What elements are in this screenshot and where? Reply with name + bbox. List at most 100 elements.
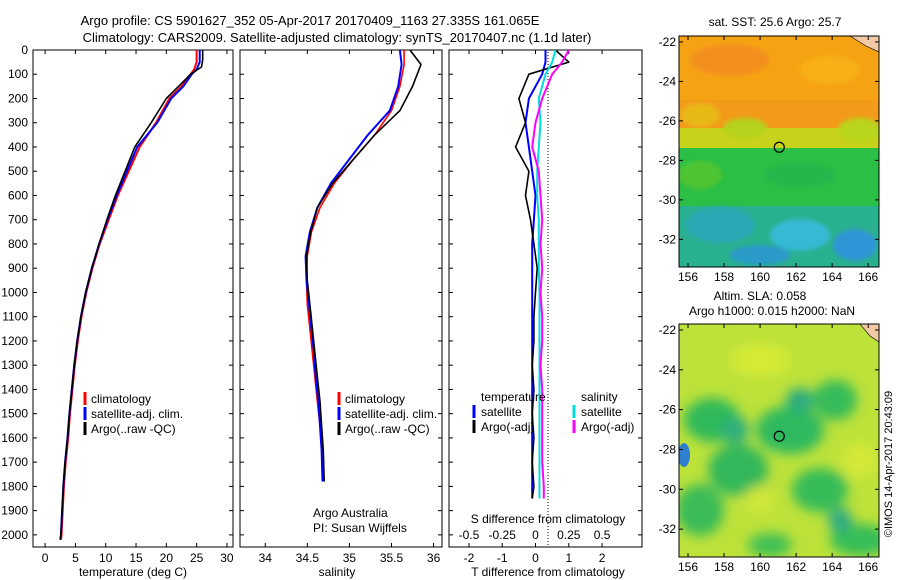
depth-tick-label: 300 [8, 116, 28, 130]
sst-patch [838, 118, 879, 142]
x-tick-label: 34.5 [296, 551, 320, 565]
series-line [304, 50, 403, 482]
salinity-xlabel: salinity [319, 565, 356, 579]
legend-salinity-title: salinity [581, 390, 618, 404]
sla-map-panel: Altim. SLA: 0.058 Argo h1000: 0.015 h200… [659, 289, 880, 574]
series-line [531, 50, 570, 499]
x-tick-label: 1 [565, 551, 572, 565]
legend-temperature-title: temperature [481, 390, 546, 404]
map-y-tick-label: -30 [659, 482, 677, 496]
sla-map-ticks: 156 158 160 162 164 166 -22 -24 -26 -28 -30 -32 [659, 323, 879, 574]
depth-tick-label: 500 [8, 164, 28, 178]
x-tick-label: 0 [42, 551, 49, 565]
sst-patch [765, 163, 835, 187]
map-y-tick-label: -22 [659, 35, 677, 49]
sla-blob-teal [786, 388, 814, 412]
sla-blob-teal [721, 416, 749, 444]
sst-patch [770, 219, 830, 251]
series-line [59, 50, 204, 540]
legend-t-argo-label: Argo(-adj) [481, 420, 534, 434]
temperature-legend: climatology satellite-adj. clim. Argo(..… [83, 392, 183, 436]
sla-blob-green [679, 484, 724, 536]
sla-map-field [679, 324, 879, 557]
depth-tick-label: 2000 [1, 528, 28, 542]
salinity-plot-frame [239, 49, 443, 548]
sst-patch [679, 161, 722, 189]
sst-patch [833, 229, 877, 261]
map-y-tick-label: -22 [659, 323, 677, 337]
map-y-tick-label: -30 [659, 193, 677, 207]
sst-map-title: sat. SST: 25.6 Argo: 25.7 [709, 15, 842, 29]
series-line [524, 50, 547, 499]
argo-australia-annotation: Argo Australia [313, 506, 388, 520]
sst-land [849, 36, 879, 53]
series-line [514, 50, 570, 499]
sla-blob-green [756, 406, 824, 454]
sst-map-field [679, 36, 879, 267]
title-line-1: Argo profile: CS 5901627_352 05-Apr-2017… [81, 13, 540, 28]
difference-xlabel: T difference from climatology [471, 565, 625, 579]
sla-blob-green [830, 524, 879, 556]
depth-tick-label: 600 [8, 188, 28, 202]
sla-map-title-1: Altim. SLA: 0.058 [714, 289, 807, 303]
map-y-tick-label: -24 [659, 363, 677, 377]
x-tick-label: 25 [190, 551, 204, 565]
x-tick-label: -1 [497, 551, 508, 565]
map-x-tick-label: 160 [750, 270, 770, 284]
difference-panel: -2 -1 0 1 2 -0.5 -0.25 0 0.25 0.5 S difference fr… [448, 49, 643, 579]
depth-tick-label: 400 [8, 140, 28, 154]
argo-location-marker [773, 430, 785, 442]
sst-patch [730, 245, 790, 265]
map-y-tick-label: -28 [659, 442, 677, 456]
salinity-difference-tick-label: 0.25 [557, 528, 581, 542]
map-x-tick-label: 158 [714, 270, 734, 284]
x-tick-label: 30 [220, 551, 234, 565]
difference-xlabel-top: S difference from climatology [471, 512, 626, 526]
depth-tick-label: 1300 [1, 358, 28, 372]
sla-map-frame [678, 323, 880, 558]
sla-blob-teal [828, 508, 852, 532]
sst-patch [800, 56, 860, 84]
sst-patch [685, 207, 755, 243]
legend-argo-label: Argo(..raw -QC) [345, 422, 430, 436]
map-x-tick-label: 156 [678, 560, 698, 574]
series-line [305, 50, 422, 482]
depth-tick-label: 1200 [1, 334, 28, 348]
depth-tick-label: 0 [21, 43, 28, 57]
temperature-lines [59, 50, 204, 540]
series-line [59, 50, 201, 540]
legend-s-satellite-label: satellite [581, 405, 622, 419]
depth-tick-label: 100 [8, 67, 28, 81]
salinity-difference-tick-label: 0.5 [594, 528, 611, 542]
map-x-tick-label: 156 [678, 270, 698, 284]
legend-satellite-label: satellite-adj. clim. [91, 407, 183, 421]
x-tick-label: 34 [259, 551, 273, 565]
legend-t-satellite-label: satellite [481, 405, 522, 419]
depth-tick-label: 1600 [1, 431, 28, 445]
x-tick-label: -2 [464, 551, 475, 565]
sla-blob-green [748, 533, 792, 557]
sst-patch [723, 118, 767, 138]
map-x-tick-label: 160 [750, 560, 770, 574]
x-tick-label: 15 [129, 551, 143, 565]
legend-s-argo-label: Argo(-adj) [581, 420, 634, 434]
depth-tick-label: 700 [8, 213, 28, 227]
map-y-tick-label: -32 [659, 522, 677, 536]
salinity-panel: 34 34.5 35 35.5 36 salinity climatology sate… [239, 49, 443, 579]
legend-satellite-label: satellite-adj. clim. [345, 407, 437, 421]
sst-patch [680, 103, 720, 127]
map-y-tick-label: -24 [659, 74, 677, 88]
sla-blob-blue [679, 443, 690, 467]
depth-tick-label: 1700 [1, 455, 28, 469]
title-line-2: Climatology: CARS2009. Satellite-adjuste… [83, 30, 592, 45]
imos-watermark: ©IMOS 14-Apr-2017 20:43:09 [883, 391, 895, 537]
depth-tick-label: 1900 [1, 504, 28, 518]
salinity-difference-tick-label: 0 [532, 528, 539, 542]
sst-patch [690, 44, 770, 76]
x-tick-label: 35.5 [380, 551, 404, 565]
x-tick-label: 0 [532, 551, 539, 565]
difference-plot-frame [448, 49, 643, 548]
legend-climatology-label: climatology [91, 392, 151, 406]
pi-annotation: PI: Susan Wijffels [313, 521, 407, 535]
